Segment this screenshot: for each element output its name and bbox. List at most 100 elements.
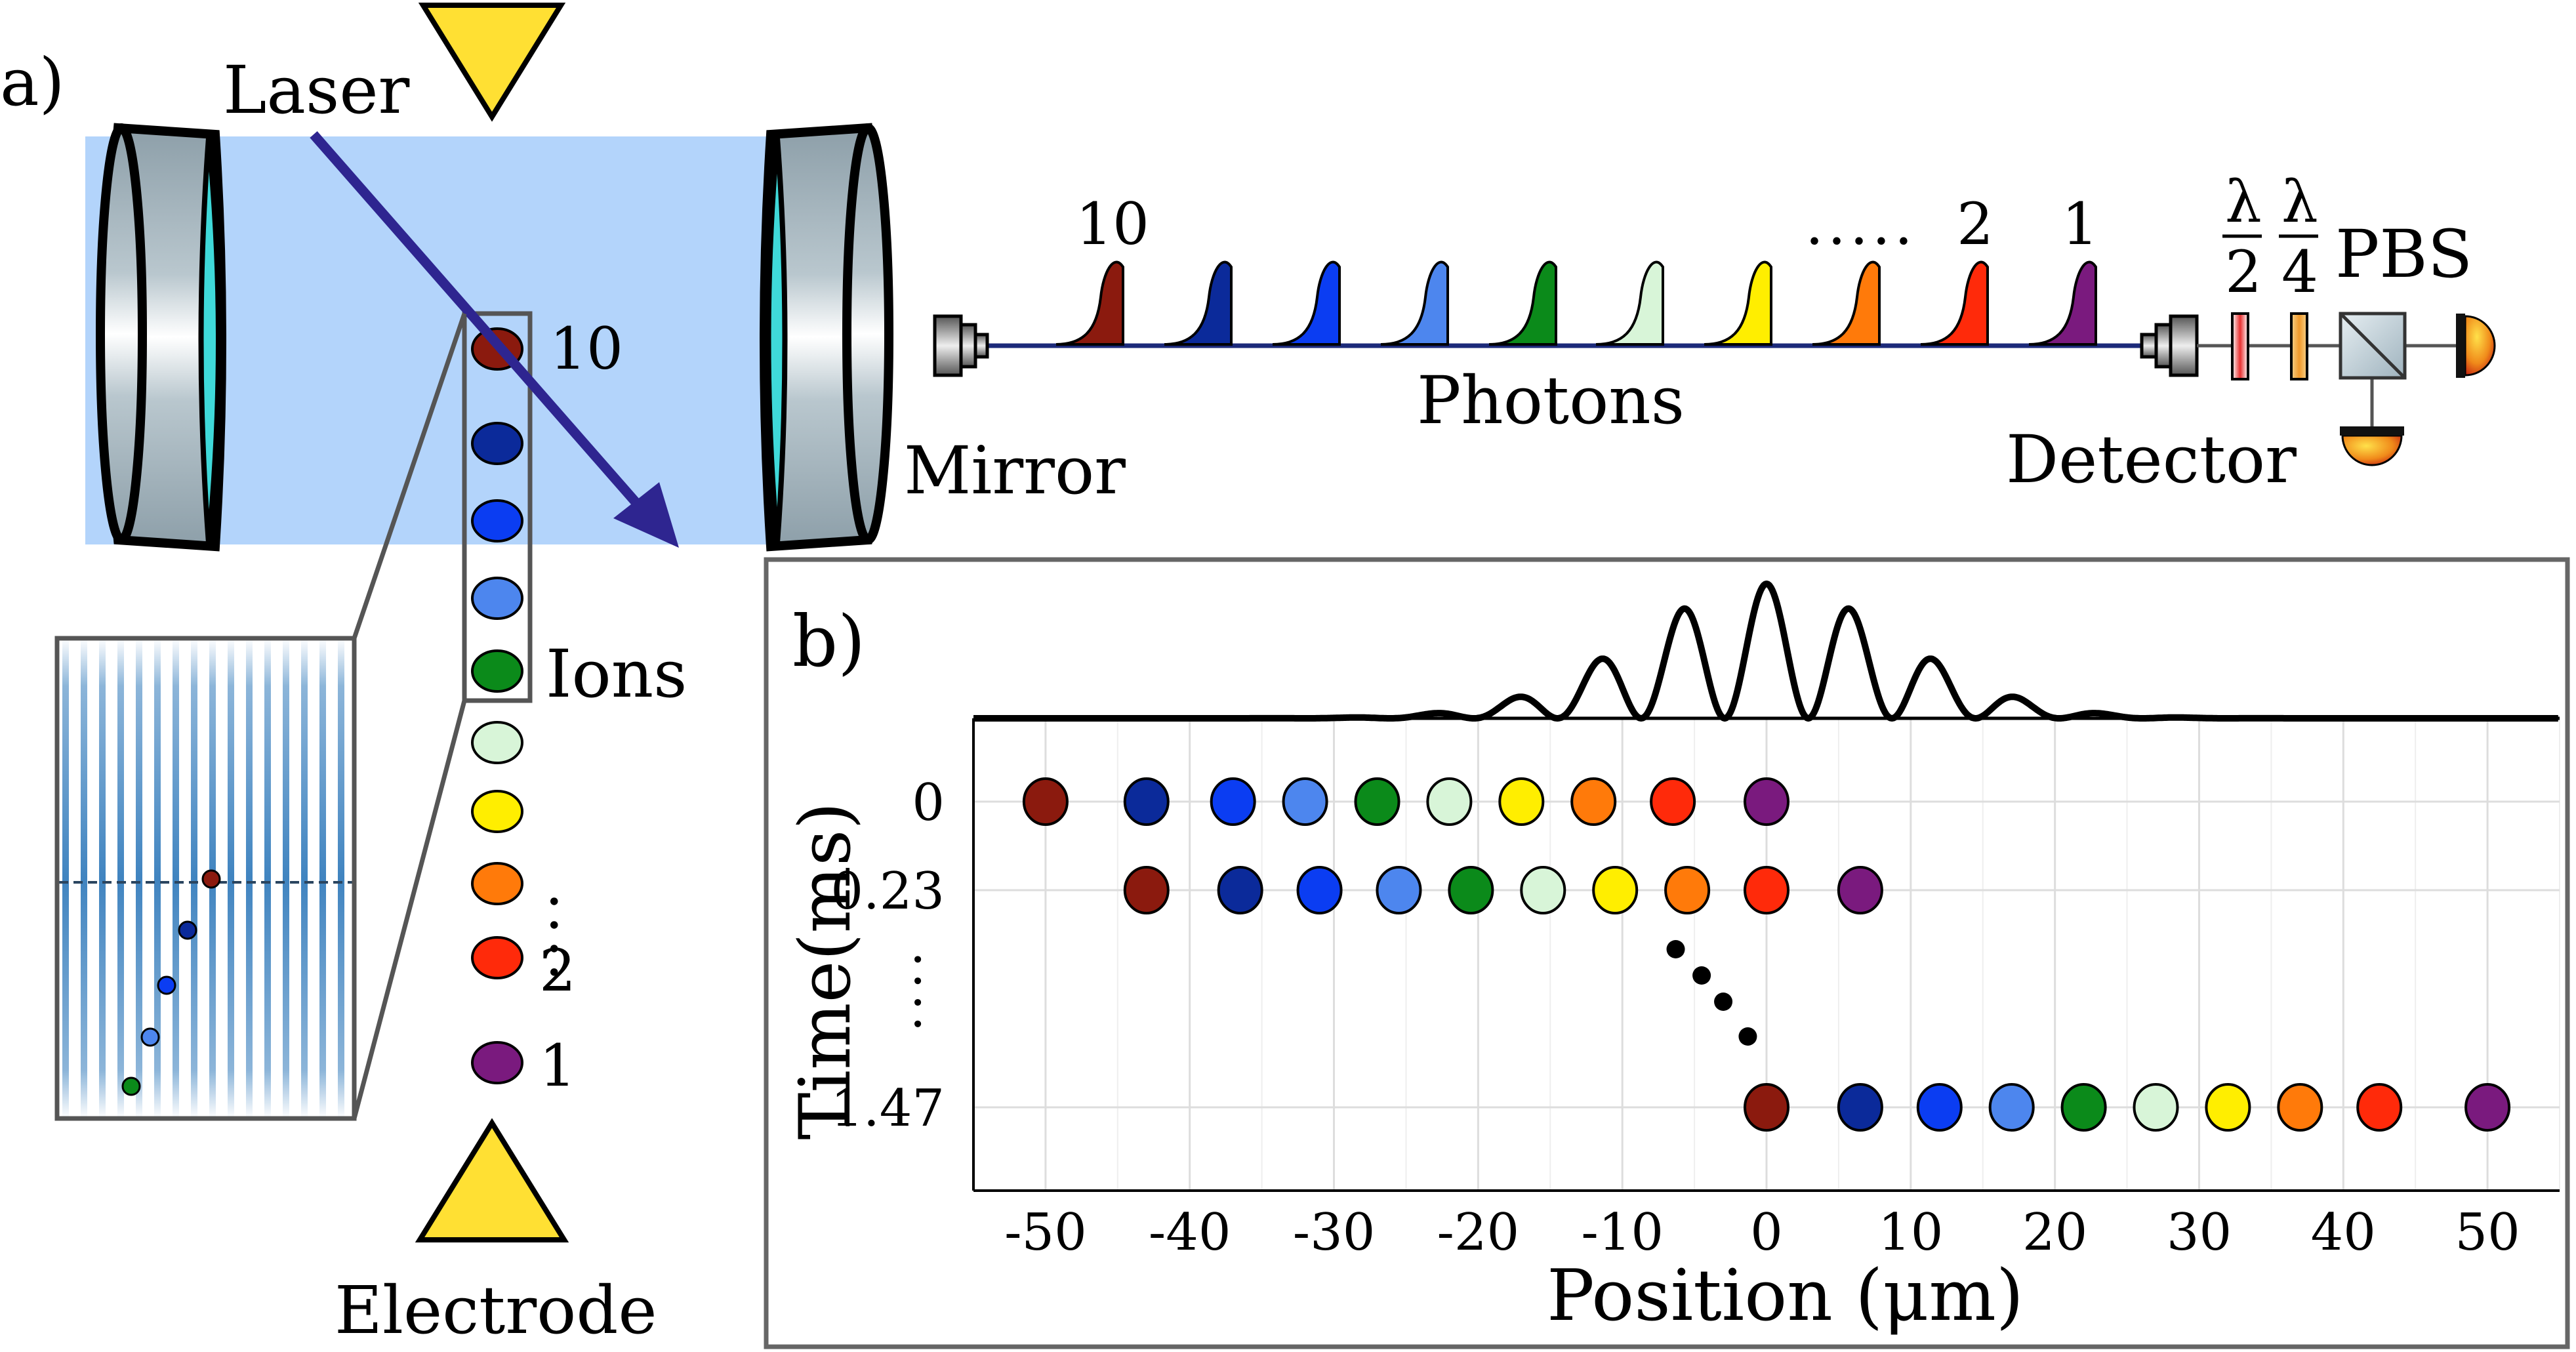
pbs-label: PBS xyxy=(2335,216,2472,293)
ion-chain xyxy=(471,327,523,1084)
transition-dot xyxy=(1666,940,1685,958)
panel-b-frame xyxy=(764,557,2570,1349)
laser-label: Laser xyxy=(223,52,410,129)
fiber-mirror xyxy=(933,314,989,377)
photon-pulse-1 xyxy=(2028,260,2097,346)
chain-ion-5 xyxy=(471,721,523,764)
photons-label: Photons xyxy=(1417,362,1685,439)
inset-ion-darkblue xyxy=(178,920,197,940)
y-tick-label: 0 xyxy=(912,773,945,832)
ion-marker-t0.23-8 xyxy=(1296,866,1343,914)
half-wave-denominator: 2 xyxy=(2225,238,2262,306)
position-time-plot: -50 -40 -30 -20 -10 0 10 20 30 40 50 0 0.23 1.47.... xyxy=(830,581,2560,1262)
photon-train xyxy=(1055,260,2097,346)
photon-pulse-7 xyxy=(1380,260,1449,346)
x-tick-label: -10 xyxy=(1581,1203,1664,1262)
chain-ion-1 xyxy=(471,1041,523,1084)
cavity-beam xyxy=(85,136,804,544)
ion-marker-t1.47-9 xyxy=(1837,1083,1883,1132)
fiber-detector-coupler xyxy=(2140,314,2199,377)
photodetector-reflected xyxy=(2340,426,2404,466)
inset-ion-red xyxy=(201,869,221,889)
photon-pulse-9 xyxy=(1164,260,1233,346)
chain-ion-9 xyxy=(471,422,523,465)
quarter-wave-lambda: λ xyxy=(2281,168,2318,236)
y-axis-title: Time(ms) xyxy=(785,802,867,1139)
photon-label-2: 2 xyxy=(1957,190,1993,258)
photodetector-transmitted xyxy=(2456,314,2496,378)
transition-dot xyxy=(1714,993,1733,1011)
laser-beam-arrow xyxy=(310,131,679,548)
x-tick-label: -50 xyxy=(1004,1203,1087,1262)
ion-marker-t0.23-9 xyxy=(1217,866,1263,914)
ion-marker-t1.47-2 xyxy=(2356,1083,2403,1132)
ion-marker-t0.23-5 xyxy=(1520,866,1566,914)
detector-label: Detector xyxy=(2006,421,2297,498)
ion-marker-t0-3 xyxy=(1570,777,1617,826)
ion-marker-t0.23-10 xyxy=(1123,866,1170,914)
panel-a: a) Laser 10 Ions .... xyxy=(0,2,2496,1349)
chain-ion-6 xyxy=(471,649,523,693)
x-tick-label: 20 xyxy=(2022,1203,2087,1262)
x-axis-title: Position (μm) xyxy=(1547,1255,2024,1337)
photon-pulse-3 xyxy=(1812,260,1881,346)
chain-ion-4 xyxy=(471,790,523,833)
panel-b-label: b) xyxy=(792,601,865,683)
inset-ion-lightblue xyxy=(140,1027,160,1047)
ion-marker-t0.23-1 xyxy=(1837,866,1883,914)
right-cavity-mirror xyxy=(760,123,893,552)
zoom-line-bottom xyxy=(352,700,467,1119)
ion-marker-t1.47-8 xyxy=(1916,1083,1963,1132)
pbs-cube xyxy=(2339,312,2407,380)
x-tick-label: 10 xyxy=(1878,1203,1943,1262)
ion-marker-t1.47-6 xyxy=(2060,1083,2107,1132)
x-tick-label: -20 xyxy=(1437,1203,1520,1262)
standing-wave-inset xyxy=(54,636,357,1121)
ion-marker-t0-4 xyxy=(1498,777,1545,826)
photon-pulse-6 xyxy=(1488,260,1557,346)
ion-marker-t1.47-3 xyxy=(2277,1083,2323,1132)
x-tick-label: 40 xyxy=(2311,1203,2376,1262)
x-tick-label: 50 xyxy=(2455,1203,2520,1262)
ion-marker-t0-7 xyxy=(1282,777,1328,826)
x-tick-label: 0 xyxy=(1750,1203,1783,1262)
ion-inset-box xyxy=(462,311,533,703)
ion-marker-t0-10 xyxy=(1022,777,1069,826)
transition-dot xyxy=(1692,966,1711,985)
left-cavity-mirror xyxy=(96,123,226,552)
ion-marker-t0-9 xyxy=(1123,777,1170,826)
ion-marker-t0.23-3 xyxy=(1664,866,1711,914)
ion-marker-t1.47-10 xyxy=(1744,1083,1789,1132)
y-tick-ellipsis: .... xyxy=(903,951,962,1037)
y-tick-label: 1.47 xyxy=(830,1079,945,1138)
zoom-line-top xyxy=(352,312,467,640)
ion-marker-t0-1 xyxy=(1744,777,1789,826)
photon-pulse-10 xyxy=(1055,260,1124,346)
photon-ellipsis: ..... xyxy=(1805,190,1917,258)
y-tick-label: 0.23 xyxy=(830,862,945,921)
chain-ion-7 xyxy=(471,577,523,620)
ion-marker-t0-8 xyxy=(1210,777,1256,826)
half-wave-label: λ 2 xyxy=(2222,168,2262,306)
photon-label-1: 1 xyxy=(2062,190,2098,258)
x-tick-label: -30 xyxy=(1293,1203,1376,1262)
ion-label-1: 1 xyxy=(539,1032,576,1099)
ion-marker-t0-2 xyxy=(1650,777,1696,826)
photon-pulse-4 xyxy=(1704,260,1772,346)
ion-marker-t1.47-7 xyxy=(1988,1083,2035,1132)
quarter-wave-plate xyxy=(2290,312,2308,380)
x-tick-label: 30 xyxy=(2167,1203,2232,1262)
inset-ion-green xyxy=(121,1076,141,1096)
x-tick-label: -40 xyxy=(1149,1203,1231,1262)
photon-pulse-2 xyxy=(1920,260,1989,346)
ion-ellipsis: .... xyxy=(537,892,605,987)
ions-label: Ions xyxy=(546,636,687,712)
ion-marker-t1.47-5 xyxy=(2133,1083,2179,1132)
ion-marker-t0.23-6 xyxy=(1448,866,1494,914)
top-electrode xyxy=(418,2,566,122)
photon-pulse-8 xyxy=(1272,260,1341,346)
ion-marker-t0.23-7 xyxy=(1376,866,1422,914)
panel-b: b) -50 -40 -30 -20 -10 0 10 20 30 40 50 0 0.23 1.47..… xyxy=(764,557,2570,1349)
ion-marker-t0-5 xyxy=(1426,777,1473,826)
